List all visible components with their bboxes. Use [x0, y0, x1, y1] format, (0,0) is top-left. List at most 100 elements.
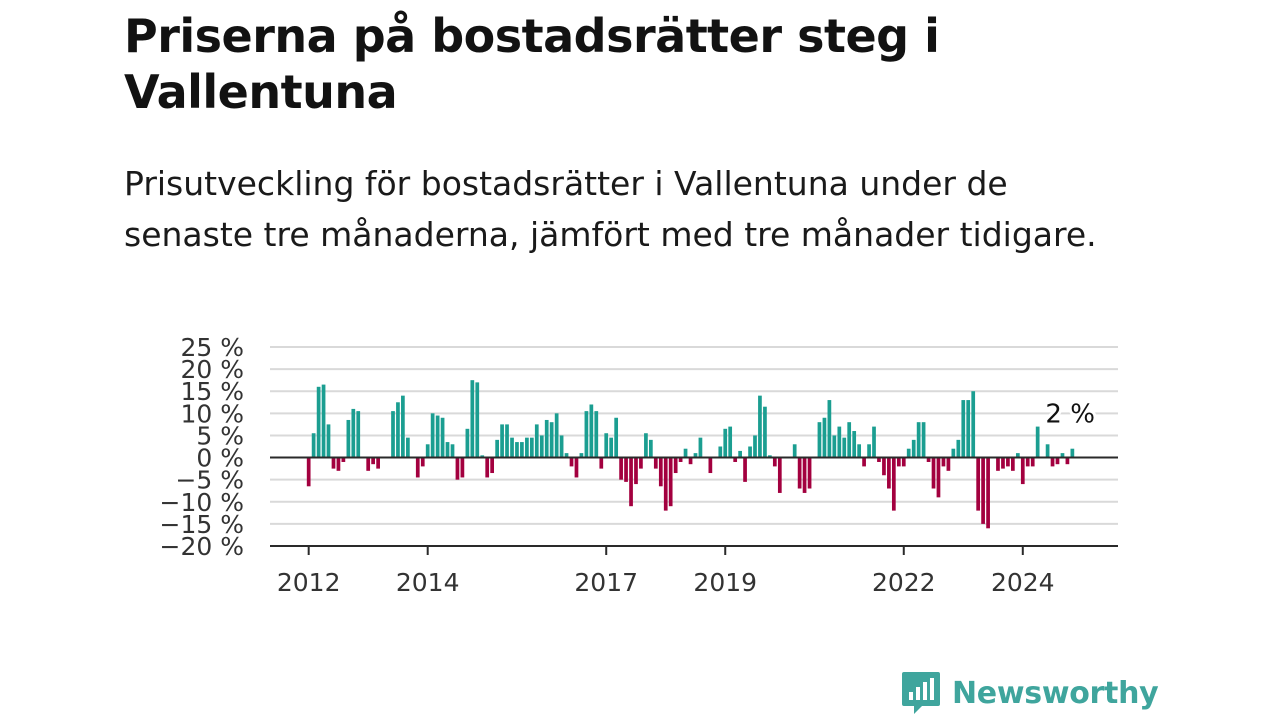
bar	[316, 386, 321, 458]
bar	[326, 424, 331, 458]
bar	[420, 457, 425, 467]
bar	[887, 457, 891, 489]
bar	[777, 457, 782, 493]
bar	[1050, 457, 1055, 467]
bar	[723, 428, 728, 458]
bar	[336, 457, 341, 471]
bar	[406, 437, 410, 458]
bar	[564, 453, 569, 458]
bar	[916, 422, 921, 458]
bar	[624, 457, 628, 482]
bar	[465, 428, 470, 458]
bar	[896, 457, 901, 467]
bar	[733, 457, 738, 462]
x-tick-label: 2012	[277, 568, 341, 597]
bar	[455, 457, 460, 480]
bar	[792, 444, 797, 458]
bar	[976, 457, 981, 511]
bar	[371, 457, 375, 465]
bar	[921, 422, 926, 458]
bar	[966, 400, 971, 458]
bar	[525, 437, 529, 458]
bar	[648, 439, 653, 458]
bar	[599, 457, 604, 469]
bar	[753, 435, 757, 458]
bar	[867, 444, 871, 458]
bar	[529, 437, 534, 458]
bar	[926, 457, 931, 462]
x-tick-label: 2019	[693, 568, 757, 597]
bar	[996, 457, 1000, 471]
bar	[951, 448, 956, 458]
bar	[693, 453, 698, 458]
bar	[1030, 457, 1035, 467]
bar	[946, 457, 951, 471]
bar	[807, 457, 812, 489]
bar	[743, 457, 747, 482]
bar	[510, 437, 514, 458]
y-tick-label: 25 %	[180, 333, 244, 362]
bar	[450, 444, 455, 458]
bar	[425, 444, 430, 458]
bar	[584, 411, 589, 458]
bar	[579, 453, 584, 458]
bar	[658, 457, 663, 487]
bar	[663, 457, 668, 511]
bar	[306, 457, 311, 487]
bar	[629, 457, 633, 507]
bar	[604, 433, 609, 458]
bar	[569, 457, 574, 467]
y-tick-label: 0 %	[196, 444, 244, 473]
bar	[321, 384, 326, 458]
bar	[768, 455, 772, 458]
bar	[817, 422, 822, 458]
bar	[609, 437, 614, 458]
bar	[847, 422, 852, 458]
y-tick-label: −15 %	[160, 510, 244, 539]
bar	[440, 417, 445, 458]
bar-chart: 25 %20 %15 %10 %5 %0 %−5 %−10 %−15 %−20 …	[160, 333, 1118, 597]
bar	[1060, 453, 1065, 458]
bar	[857, 444, 861, 458]
latest-value-label: 2 %	[1045, 400, 1095, 430]
bar	[906, 448, 911, 458]
bar	[594, 411, 599, 458]
bar	[653, 457, 658, 469]
bar	[986, 457, 990, 529]
bar	[1001, 457, 1005, 469]
bar	[956, 439, 961, 458]
bar	[738, 450, 742, 458]
bar	[614, 417, 619, 458]
bar	[639, 457, 643, 469]
bar	[748, 446, 752, 458]
bar	[1025, 457, 1030, 467]
y-tick-label: −5 %	[175, 466, 244, 495]
bar	[728, 426, 733, 458]
bar	[936, 457, 941, 498]
bar	[619, 457, 623, 480]
bar	[401, 395, 405, 458]
bar	[574, 457, 579, 478]
bar	[1006, 457, 1010, 467]
bar	[470, 380, 475, 458]
bar	[882, 457, 886, 476]
chart-subtitle: Prisutveckling för bostadsrätter i Valle…	[124, 164, 1097, 254]
bar	[718, 446, 723, 458]
bar	[901, 457, 906, 467]
y-tick-label: −10 %	[160, 488, 244, 517]
bar	[837, 426, 842, 458]
bar	[827, 400, 832, 458]
bar	[549, 422, 554, 458]
brand-logo: Newsworthy	[900, 668, 1159, 718]
bar	[445, 442, 450, 458]
bar	[698, 437, 703, 458]
bar	[981, 457, 985, 524]
bar	[797, 457, 802, 489]
bar	[822, 417, 827, 458]
bar	[644, 433, 648, 458]
bar	[1020, 457, 1025, 485]
chart-title: Priserna på bostadsrätter steg i Vallent…	[124, 9, 940, 119]
x-tick-label: 2024	[991, 568, 1055, 597]
bar	[931, 457, 936, 489]
bar	[351, 408, 356, 458]
